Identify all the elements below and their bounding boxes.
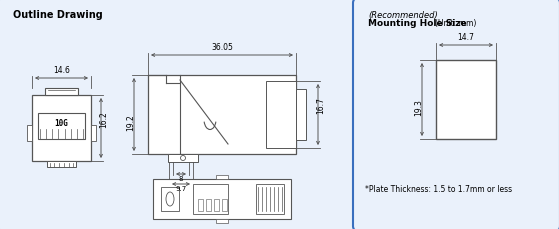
Text: 10G: 10G (55, 118, 68, 128)
Text: 14.6: 14.6 (53, 66, 70, 75)
Bar (214, 199, 219, 211)
Bar (216, 175, 228, 179)
Bar (91, 125, 96, 141)
Bar (168, 154, 198, 162)
Bar (45, 88, 78, 95)
Text: (Unit: mm): (Unit: mm) (435, 19, 476, 28)
Bar (222, 199, 227, 211)
Bar (266, 81, 296, 148)
Text: 14.7: 14.7 (458, 33, 475, 42)
Bar (216, 219, 228, 223)
Bar (296, 89, 306, 140)
Text: 16.7: 16.7 (316, 98, 325, 114)
Text: 19.2: 19.2 (126, 114, 135, 131)
Text: Outline Drawing: Outline Drawing (13, 10, 103, 20)
Text: *Plate Thickness: 1.5 to 1.7mm or less: *Plate Thickness: 1.5 to 1.7mm or less (365, 185, 512, 194)
Bar (148, 75, 296, 154)
Text: 36.05: 36.05 (211, 43, 233, 52)
FancyBboxPatch shape (353, 0, 559, 229)
Text: 9.7: 9.7 (176, 186, 187, 192)
Text: 16.2: 16.2 (100, 111, 108, 128)
Bar (38, 113, 85, 139)
Text: 19.3: 19.3 (415, 99, 424, 116)
Bar (206, 199, 211, 211)
Bar (436, 60, 496, 139)
Bar (27, 125, 32, 141)
Bar (193, 184, 228, 214)
Bar (47, 161, 76, 167)
Bar (161, 187, 179, 211)
FancyBboxPatch shape (0, 0, 356, 229)
Bar (153, 179, 291, 219)
Bar (256, 184, 284, 214)
Text: 8: 8 (179, 176, 183, 182)
Text: Mounting Hole Size: Mounting Hole Size (368, 19, 467, 28)
Ellipse shape (166, 192, 174, 206)
Text: (Recommended): (Recommended) (368, 11, 438, 20)
Bar (32, 95, 91, 161)
Bar (198, 199, 203, 211)
